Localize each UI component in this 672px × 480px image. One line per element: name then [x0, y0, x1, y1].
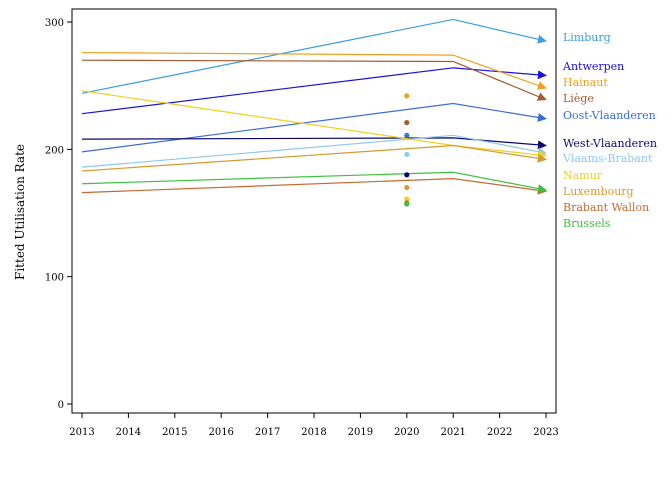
marker-2020-oost-vlaanderen	[404, 132, 410, 138]
series-line-west-vlaanderen	[81, 137, 547, 150]
x-tick-label: 2015	[162, 427, 187, 438]
legend-label-west-vlaanderen: West-Vlaanderen	[563, 137, 657, 150]
series-line-brabant-wallon	[81, 178, 547, 195]
x-tick-label: 2020	[394, 427, 419, 438]
x-tick-label: 2017	[255, 427, 280, 438]
marker-2020-west-vlaanderen	[404, 172, 410, 178]
series-lines	[81, 18, 547, 195]
x-tick-label: 2021	[440, 427, 465, 438]
x-tick-label: 2022	[487, 427, 512, 438]
y-axis-title: Fitted Utilisation Rate	[13, 144, 27, 280]
legend-label-li-ge: Liège	[563, 92, 594, 105]
axes: 2013 2014 2015 2016 2017 2018 2019 2020 2021 2022…	[45, 8, 559, 438]
legend-label-brabant-wallon: Brabant Wallon	[563, 201, 649, 214]
series-line-vlaams-brabant	[81, 134, 547, 168]
series-line-antwerpen	[81, 67, 547, 115]
legend-label-oost-vlaanderen: Oost-Vlaanderen	[563, 109, 656, 122]
marker-2020-hainaut	[404, 93, 410, 99]
marker-2020-li-ge	[404, 119, 410, 126]
y-tick-label: 300	[45, 18, 64, 29]
x-tick-label: 2014	[116, 427, 141, 438]
legend-label-limburg: Limburg	[563, 31, 611, 44]
legend-label-antwerpen: Antwerpen	[562, 60, 624, 73]
series-line-brussels	[81, 171, 547, 193]
series-line-li-ge	[81, 59, 547, 101]
series-line-limburg	[81, 18, 547, 94]
x-tick-label: 2016	[208, 427, 233, 438]
x-tick-label: 2018	[301, 427, 326, 438]
plot-frame	[71, 8, 557, 414]
legend-label-brussels: Brussels	[563, 217, 611, 230]
x-tick-label: 2023	[533, 427, 558, 438]
legend-label-hainaut: Hainaut	[563, 76, 608, 89]
legend-label-vlaams-brabant: Vlaams-Brabant	[562, 152, 653, 165]
series-line-namur	[81, 90, 547, 160]
x-tick-label: 2013	[69, 427, 94, 438]
marker-2020-brussels	[404, 201, 410, 207]
marker-2020-namur	[404, 196, 410, 202]
legend-label-namur: Namur	[563, 169, 603, 182]
x-tick-label: 2019	[348, 427, 373, 438]
y-tick-label: 0	[58, 400, 64, 411]
series-line-hainaut	[81, 51, 547, 90]
y-tick-label: 200	[45, 145, 64, 156]
legend: Limburg Antwerpen Hainaut Liège Oost-Vlaande…	[562, 31, 657, 230]
legend-label-luxembourg: Luxembourg	[563, 185, 634, 198]
series-line-luxembourg	[81, 144, 547, 172]
series-line-oost-vlaanderen	[81, 102, 547, 153]
series-markers-2020	[404, 93, 410, 207]
marker-2020-vlaams-brabant	[404, 151, 410, 158]
y-tick-label: 100	[45, 273, 64, 284]
marker-2020-luxembourg	[404, 184, 410, 191]
